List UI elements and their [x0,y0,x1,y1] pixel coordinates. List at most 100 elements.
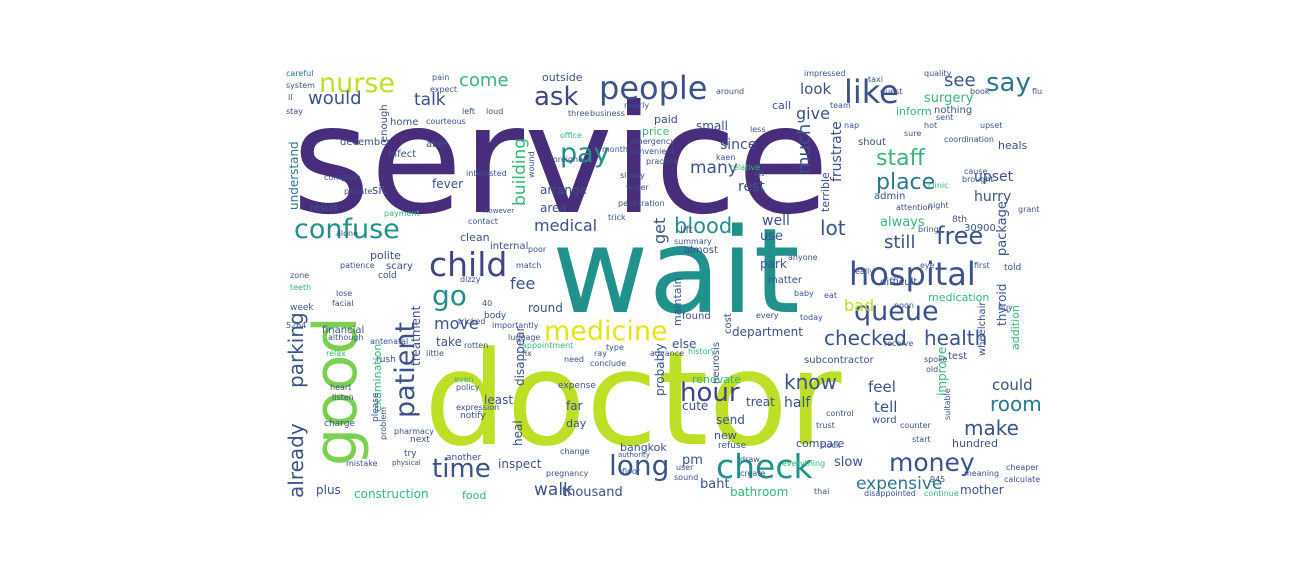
word-left: left [462,107,475,116]
word-queue: queue [854,296,939,327]
word-antenatal: antenatal [370,337,409,346]
word-compare: compare [796,437,845,450]
word-40: 40 [482,299,493,308]
word-enough: enough [379,104,390,142]
word-tricked: tricked [458,317,486,326]
word-expect: expect [430,85,458,94]
word-complain: complain [324,173,361,182]
word-result: result [310,203,339,214]
word-system: system [286,81,315,90]
word-could: could [992,376,1033,394]
word-problem: problem [379,406,388,440]
word-rotten: rotten [464,341,489,350]
word-month: month [602,145,628,154]
word-let: let [754,169,765,178]
word-clean: clean [460,231,490,244]
word-food: food [462,489,487,502]
word-quality: quality [924,69,952,78]
word-heals: heals [998,139,1028,152]
word-loud: loud [486,107,504,116]
word-internal: internal [490,241,529,252]
word-rest: rest [738,179,765,195]
word-department: department [732,325,803,339]
word-notify: notify [460,411,486,421]
word-receive: receive [884,339,914,348]
word-outside: outside [542,71,583,84]
word-brought: brought [962,175,994,184]
word-tell: tell [874,398,898,416]
word-foreigner: foreigner [550,155,587,164]
word-make: make [964,416,1019,440]
word-well: well [762,213,790,229]
word-start: start [912,435,931,444]
word-grant: grant [1018,205,1040,214]
word-refuse: refuse [718,441,747,451]
word-like: like [844,73,899,111]
word-control: control [826,409,854,418]
word-hour: hour [680,378,740,408]
word-wheelchair: wheelchair [977,301,988,356]
word-team: team [830,101,851,110]
word-taxi: taxi [868,75,883,84]
word-nothing: nothing [934,105,973,116]
word-walk: walk [534,480,573,500]
word-emergency: emergency [630,137,675,146]
word-long: long [609,449,670,482]
word-admin: admin [874,191,906,202]
word-people: people [599,69,708,107]
word-even: even [454,375,474,384]
word-feel: feel [868,378,896,396]
word-much: much [794,123,815,174]
word-heart: heart [330,383,352,392]
word-free: free [936,222,984,250]
word-counter: counter [900,421,931,430]
word-doctor: doctor [424,323,842,475]
word-however: however [484,207,515,215]
word-type: type [606,343,624,352]
word-cheaper: cheaper [1006,463,1039,472]
word-alone: alone [336,229,359,238]
word-scary: scary [386,261,413,272]
word-cost: cost [723,313,734,334]
word-lot: lot [820,216,846,240]
word-still: still [884,232,916,253]
word-private: private [344,187,373,196]
word-importantly: importantly [492,321,539,330]
word-ask: ask [534,82,579,112]
word-listen: listen [332,393,354,402]
word-noon: noon [894,301,914,310]
word-check: check [716,447,813,486]
word-price: price [642,125,670,138]
word-always: always [880,215,925,230]
word-history: history [688,347,716,356]
word-hundred: hundred [952,437,998,450]
word-treat: treat [746,395,775,409]
word-payment: payment [384,209,420,218]
word-coordination: coordination [944,135,994,144]
word-suitable: suitable [943,388,952,420]
word-thousand: thousand [562,485,623,500]
word-attention: attention [896,203,933,212]
word-everything: everything [782,459,826,468]
word-945: 945 [930,475,946,484]
word-ray: ray [594,349,607,358]
word-disappointed: disappointed [864,489,916,498]
word-trick: trick [608,213,626,222]
word-floor: floor [622,467,641,476]
word-continue: continue [924,489,959,498]
word-medication: medication [928,291,990,304]
word-pm: pm [682,453,703,468]
word-really: really [852,267,875,276]
word-penetration: penetration [618,199,665,208]
word-terrible: terrible [819,172,832,212]
word-far: far [566,399,583,413]
word-try: try [404,449,417,459]
word-paid: paid [654,113,678,126]
word-wound: wound [527,151,536,178]
word-calculate: calculate [1004,475,1041,484]
word-next: next [410,435,430,445]
word-fever: fever [432,177,464,191]
word-dizzy: dizzy [460,275,481,284]
word-courteous: courteous [426,117,466,126]
word-infect: infect [388,149,417,160]
